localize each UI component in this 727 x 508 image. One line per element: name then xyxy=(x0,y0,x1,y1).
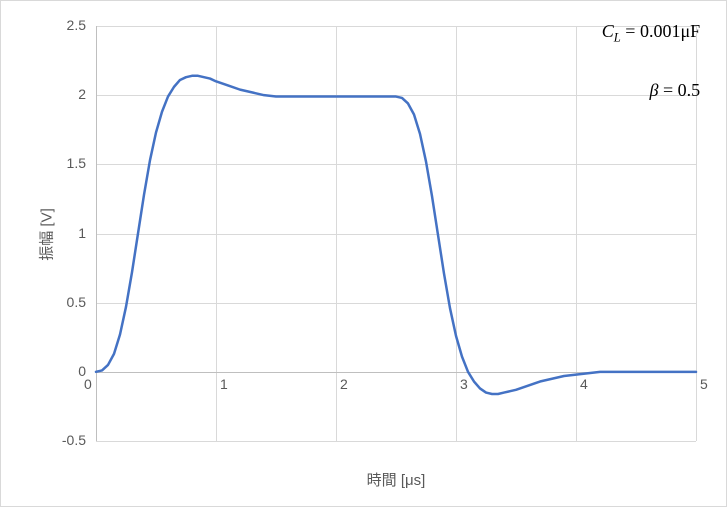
series-line xyxy=(1,1,727,508)
annotation: β = 0.5 xyxy=(649,80,700,101)
chart-container: 振幅 [V] 時間 [μs] 012345-0.500.511.522.5CL … xyxy=(0,0,727,507)
annotation: CL = 0.001μF xyxy=(602,21,700,46)
